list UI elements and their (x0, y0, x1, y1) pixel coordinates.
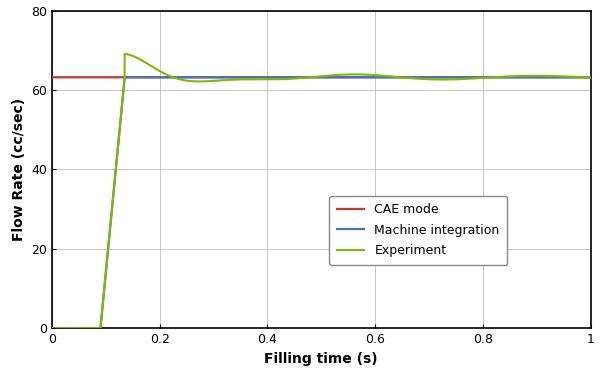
Machine integration (146, 75, 154, 80)
Machine integration (587, 75, 594, 80)
CAE mode (371, 75, 379, 80)
Experiment (399, 75, 406, 80)
X-axis label: Filling time (s): Filling time (s) (265, 352, 378, 366)
Experiment (491, 75, 499, 80)
Experiment (49, 326, 56, 330)
Y-axis label: Flow Rate (cc/sec): Flow Rate (cc/sec) (11, 98, 26, 241)
Experiment (146, 63, 154, 68)
Experiment (121, 52, 128, 56)
CAE mode (49, 75, 56, 80)
Machine integration (491, 75, 499, 80)
Machine integration (254, 75, 262, 80)
Machine integration (451, 75, 458, 80)
Legend: CAE mode, Machine integration, Experiment: CAE mode, Machine integration, Experimen… (329, 196, 507, 265)
CAE mode (491, 75, 499, 80)
Line: Machine integration: Machine integration (52, 77, 590, 328)
Machine integration (121, 75, 128, 80)
Experiment (371, 73, 379, 77)
CAE mode (254, 75, 262, 80)
CAE mode (398, 75, 406, 80)
CAE mode (450, 75, 457, 80)
Machine integration (49, 326, 56, 330)
CAE mode (587, 75, 594, 80)
Machine integration (399, 75, 406, 80)
Machine integration (371, 75, 379, 80)
Experiment (451, 77, 458, 82)
Experiment (254, 77, 262, 82)
Line: Experiment: Experiment (52, 54, 590, 328)
Experiment (587, 75, 594, 80)
CAE mode (146, 75, 154, 80)
